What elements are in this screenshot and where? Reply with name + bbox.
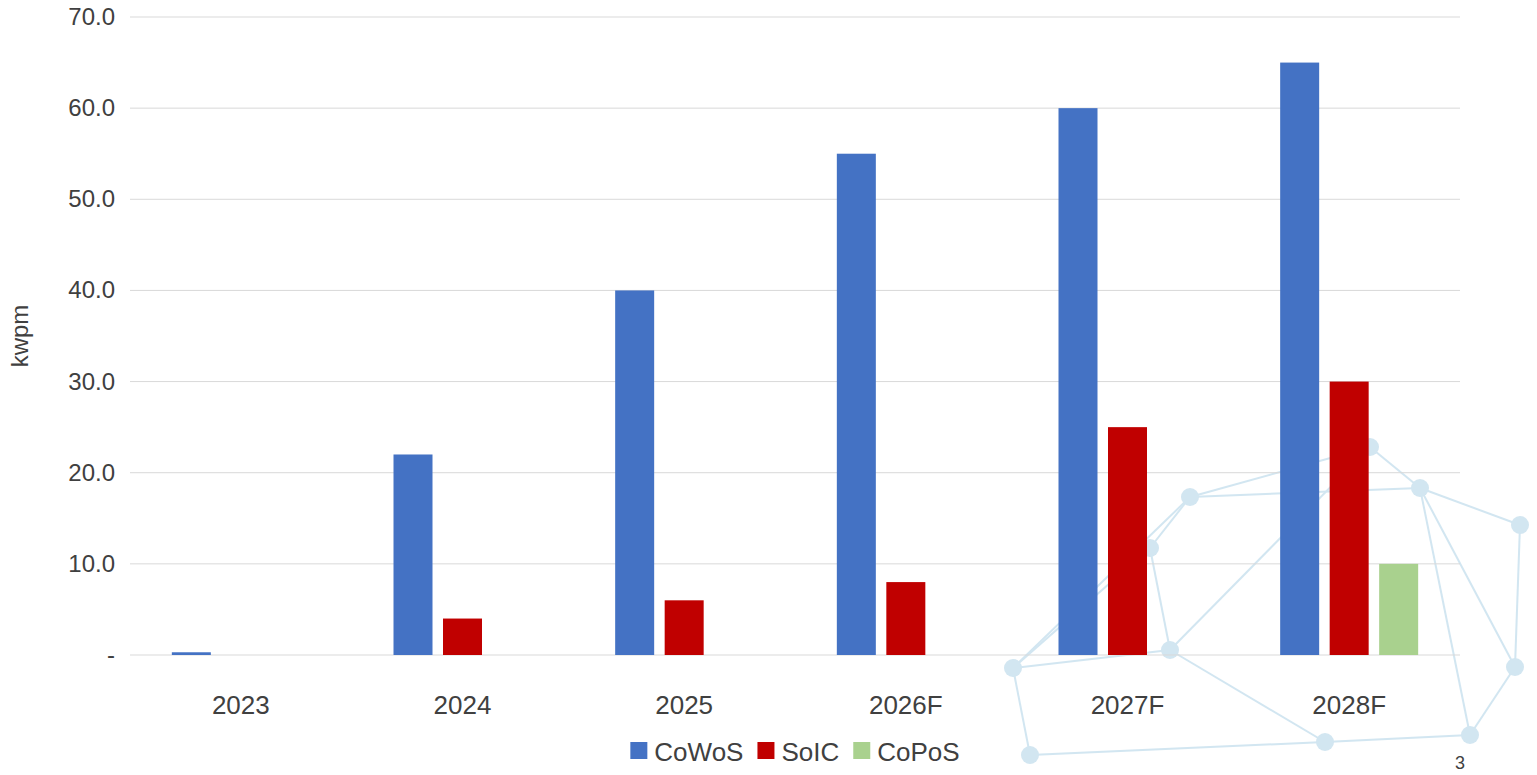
bar bbox=[837, 154, 876, 655]
category-label: 2024 bbox=[434, 690, 492, 720]
decoration-line bbox=[1150, 548, 1170, 650]
decoration-line bbox=[1420, 488, 1520, 525]
category-label: 2025 bbox=[655, 690, 713, 720]
decoration-line bbox=[1325, 735, 1470, 742]
legend-label: SoIC bbox=[781, 737, 839, 767]
axis-title: kwpm bbox=[6, 305, 33, 368]
bar bbox=[394, 454, 433, 655]
decoration-node bbox=[1411, 479, 1429, 497]
decoration-line bbox=[1030, 742, 1325, 755]
decoration-line bbox=[1170, 650, 1325, 742]
decoration-node bbox=[1004, 659, 1022, 677]
grid-line bbox=[130, 472, 1460, 473]
legend-label: CoPoS bbox=[877, 737, 959, 767]
tick-label: 10.0 bbox=[68, 550, 115, 577]
bar bbox=[665, 600, 704, 655]
bar bbox=[1330, 382, 1369, 655]
grid-line bbox=[130, 17, 1460, 18]
grid-line bbox=[130, 290, 1460, 291]
grid-line bbox=[130, 199, 1460, 200]
decoration-line bbox=[1370, 447, 1420, 488]
bars bbox=[172, 63, 1418, 655]
decoration-node bbox=[1506, 658, 1524, 676]
bar bbox=[615, 290, 654, 655]
bar bbox=[1059, 108, 1098, 655]
decoration-node bbox=[1021, 746, 1039, 764]
page-number: 3 bbox=[1455, 753, 1465, 773]
decoration-node bbox=[1511, 516, 1529, 534]
decoration-line bbox=[1515, 525, 1520, 667]
decoration-node bbox=[1161, 641, 1179, 659]
decoration-line bbox=[1420, 488, 1515, 667]
decoration-line bbox=[1150, 497, 1190, 548]
bar bbox=[1379, 564, 1418, 655]
category-label: 2027F bbox=[1091, 690, 1165, 720]
category-label: 2023 bbox=[212, 690, 270, 720]
decoration-line bbox=[1013, 497, 1190, 668]
tick-label: 20.0 bbox=[68, 459, 115, 486]
category-label: 2028F bbox=[1312, 690, 1386, 720]
grid-line bbox=[130, 381, 1460, 382]
tick-label: 60.0 bbox=[68, 94, 115, 121]
tick-label: 50.0 bbox=[68, 185, 115, 212]
legend-swatch bbox=[853, 742, 870, 759]
legend: CoWoS SoIC CoPoS bbox=[630, 737, 959, 767]
tick-label: 70.0 bbox=[68, 3, 115, 30]
bar bbox=[886, 582, 925, 655]
bar bbox=[443, 619, 482, 655]
legend-swatch bbox=[630, 742, 647, 759]
grid-line bbox=[130, 108, 1460, 109]
grid-line bbox=[130, 563, 1460, 564]
decoration-node bbox=[1316, 733, 1334, 751]
legend-label: CoWoS bbox=[654, 737, 743, 767]
tick-label: 30.0 bbox=[68, 368, 115, 395]
tick-label: - bbox=[107, 641, 115, 668]
decoration-node bbox=[1181, 488, 1199, 506]
grid-line bbox=[130, 655, 1460, 656]
bar bbox=[1280, 63, 1319, 655]
decoration-line bbox=[1470, 667, 1515, 735]
bar bbox=[1108, 427, 1147, 655]
decoration-line bbox=[1420, 488, 1470, 735]
decoration-line bbox=[1013, 668, 1030, 755]
decoration-node bbox=[1461, 726, 1479, 744]
chart: - 10.0 20.0 30.0 40.0 50.0 60.0 70.0 kwpm 2023 202… bbox=[0, 0, 1537, 775]
bar bbox=[172, 652, 211, 655]
category-label: 2026F bbox=[869, 690, 943, 720]
tick-label: 40.0 bbox=[68, 276, 115, 303]
legend-swatch bbox=[757, 742, 774, 759]
